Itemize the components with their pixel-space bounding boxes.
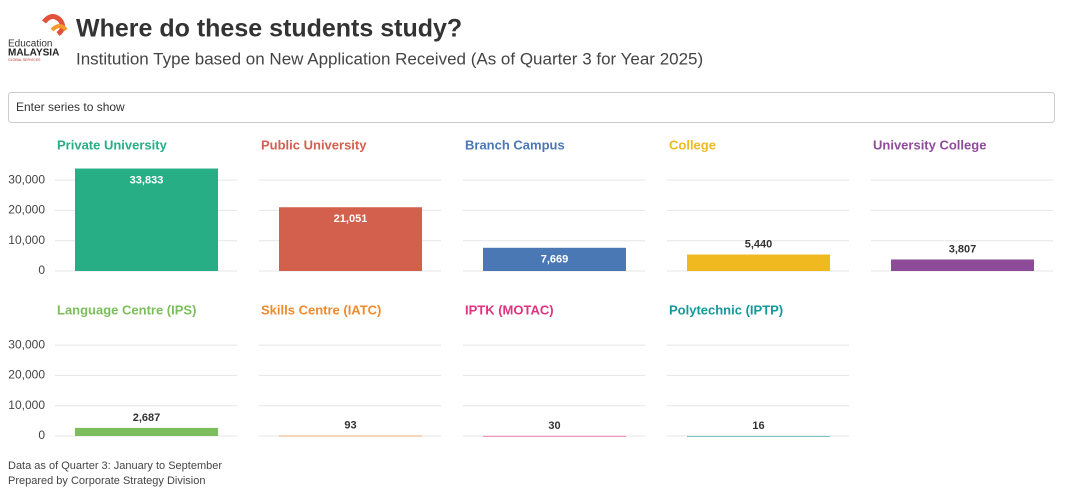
search-placeholder: Enter series to show: [16, 100, 125, 114]
bar: [687, 435, 830, 437]
bar: [279, 435, 422, 437]
value-label: 30: [548, 420, 560, 432]
title: Where do these students study?: [76, 15, 462, 43]
panel-title: Language Centre (IPS): [57, 302, 196, 317]
value-label: 93: [344, 420, 356, 432]
logo-text: Education: [8, 39, 52, 50]
value-label: 21,051: [334, 213, 368, 225]
search-box[interactable]: Enter series to show: [8, 92, 1055, 123]
y-tick-label: 20,000: [8, 203, 45, 217]
value-label: 5,440: [745, 238, 773, 250]
value-label: 2,687: [133, 412, 161, 424]
y-tick-label: 20,000: [8, 368, 45, 382]
bar: [483, 247, 626, 271]
value-label: 16: [752, 420, 764, 432]
bar: [483, 435, 626, 437]
panel-title: College: [669, 137, 716, 152]
value-label: 33,833: [130, 174, 164, 186]
panel-title: Public University: [261, 137, 367, 152]
panel-title: University College: [873, 137, 986, 152]
logo-mark: [50, 24, 68, 32]
logo-text: MALAYSIA: [8, 48, 59, 59]
bar: [75, 168, 218, 271]
y-tick-label: 30,000: [8, 172, 45, 186]
y-tick-label: 0: [38, 428, 45, 442]
y-tick-label: 30,000: [8, 337, 45, 351]
y-tick-label: 10,000: [8, 233, 45, 247]
subtitle: Institution Type based on New Applicatio…: [76, 49, 703, 68]
footnote: Prepared by Corporate Strategy Division: [8, 475, 205, 487]
panel-title: Skills Centre (IATC): [261, 302, 381, 317]
logo-mark: [42, 14, 66, 36]
bar: [891, 259, 1034, 271]
bar: [687, 254, 830, 271]
y-tick-label: 0: [38, 263, 45, 277]
bar: [75, 427, 218, 436]
value-label: 7,669: [541, 254, 569, 266]
value-label: 3,807: [949, 243, 977, 255]
bar: [279, 207, 422, 271]
panel-title: Polytechnic (IPTP): [669, 302, 783, 317]
panel-title: IPTK (MOTAC): [465, 302, 554, 317]
panel-title: Branch Campus: [465, 137, 565, 152]
logo-text: GLOBAL SERVICES: [8, 58, 41, 62]
y-tick-label: 10,000: [8, 398, 45, 412]
search-input[interactable]: [8, 92, 1055, 123]
footnote: Data as of Quarter 3: January to Septemb…: [8, 460, 222, 472]
logo: Education MALAYSIA GLOBAL SERVICES: [8, 14, 68, 62]
panel-title: Private University: [57, 137, 168, 152]
